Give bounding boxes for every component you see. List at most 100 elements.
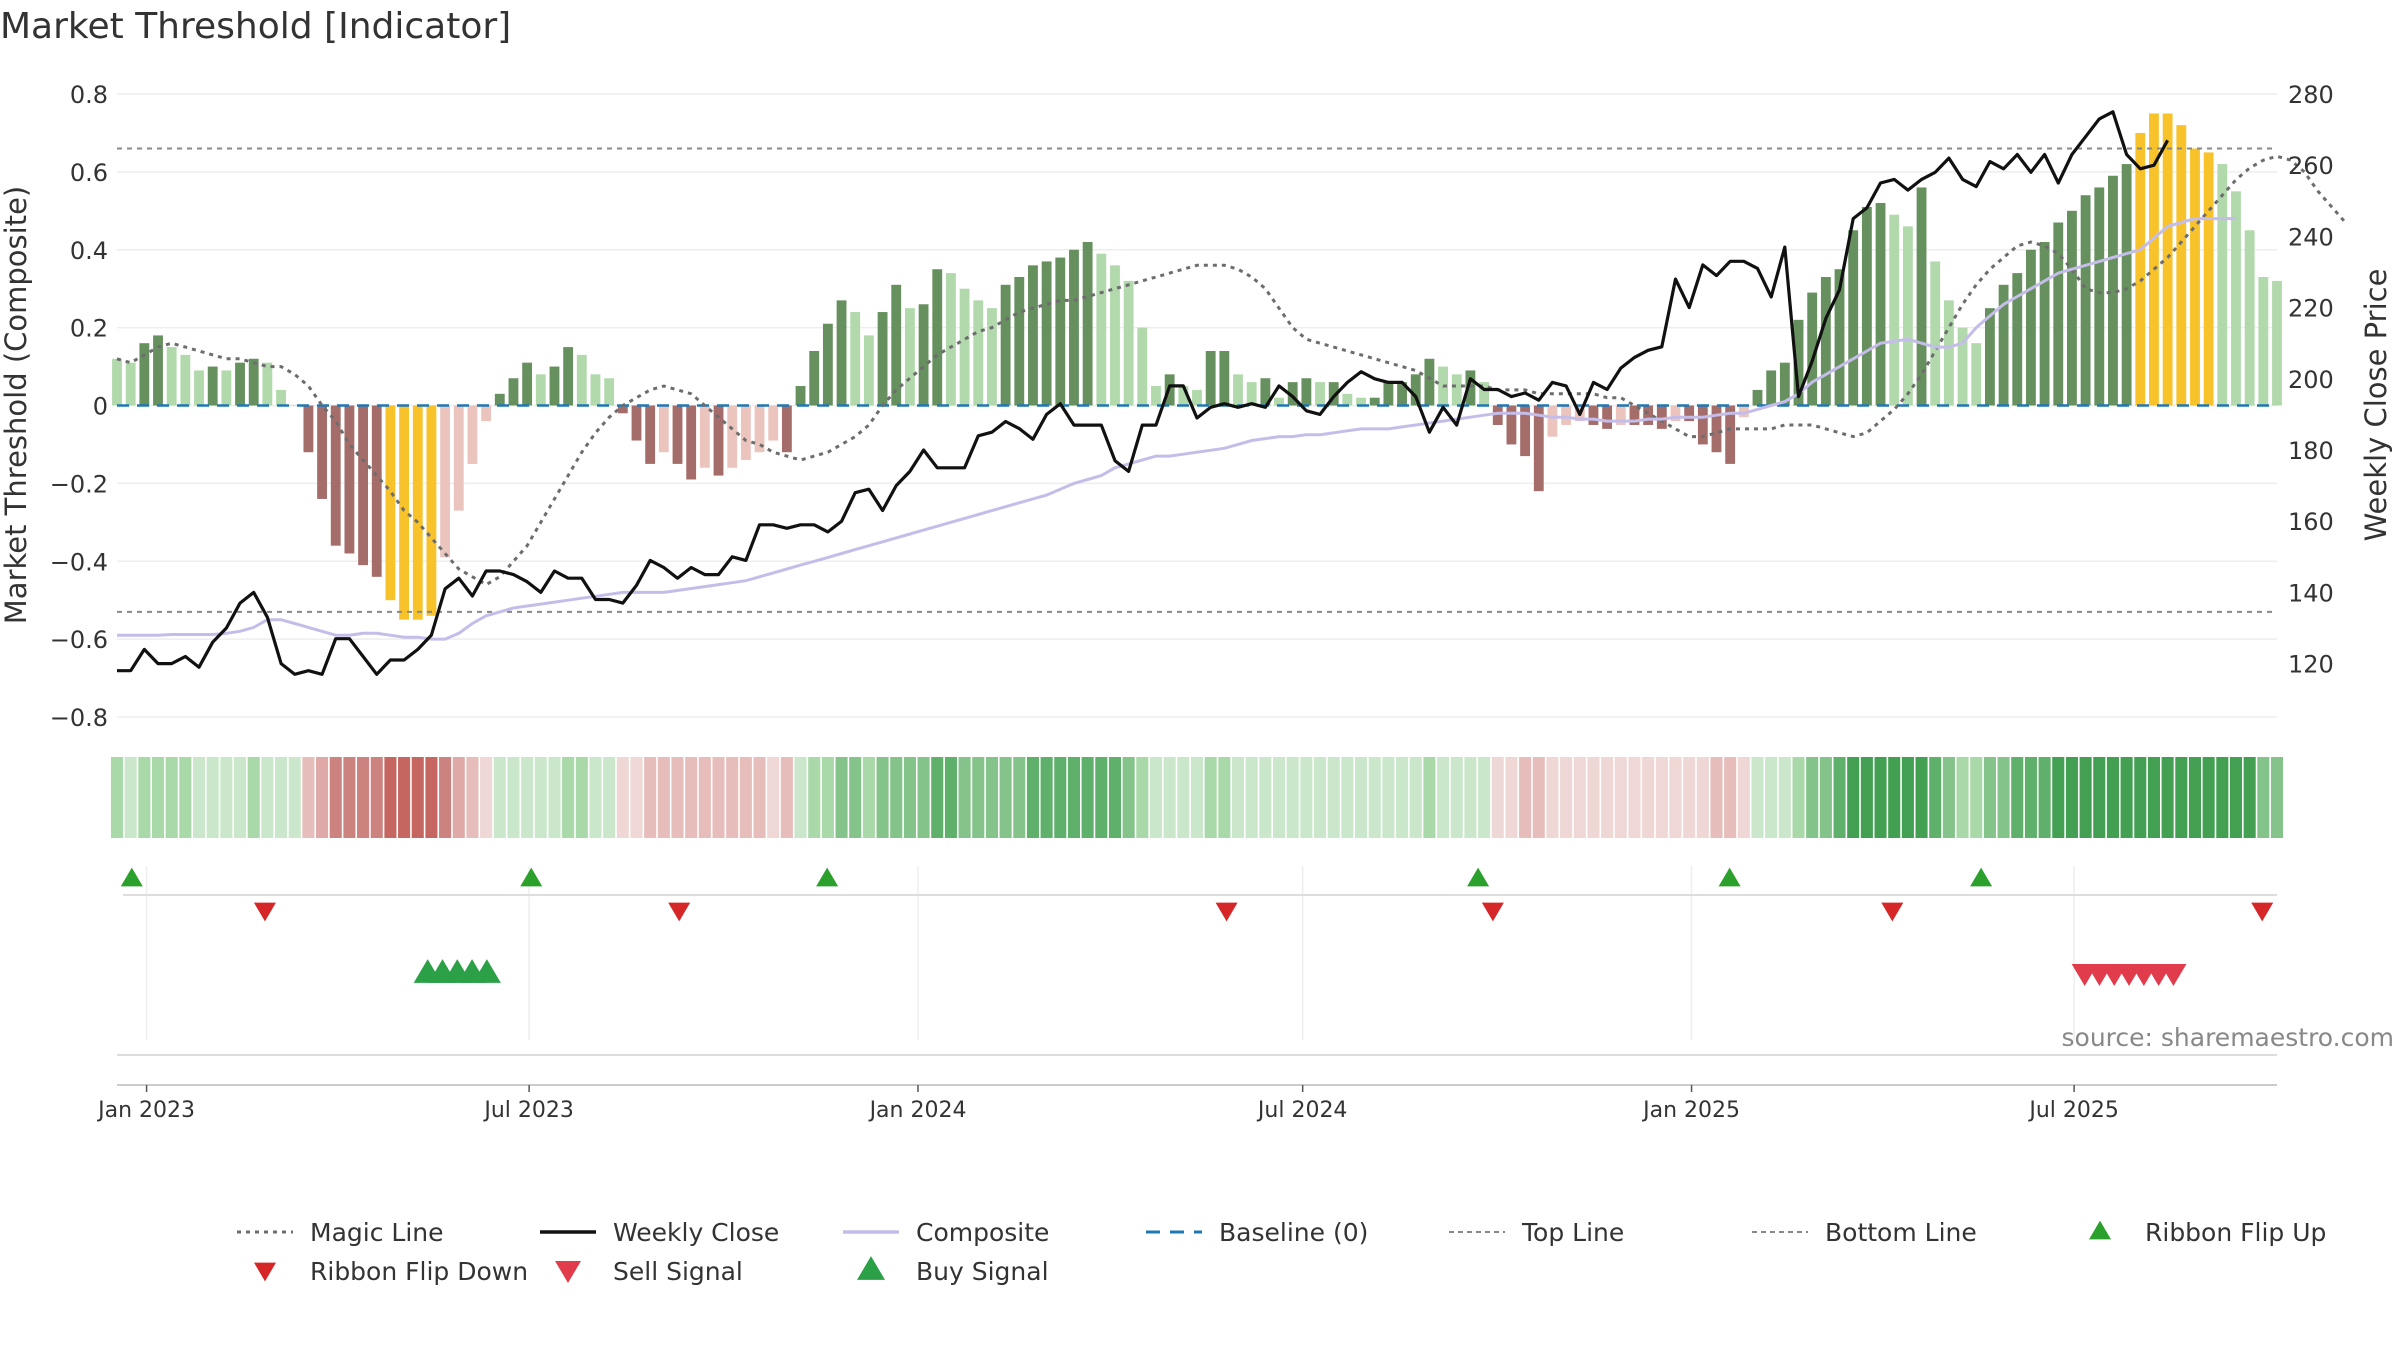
histogram-bar xyxy=(727,405,738,468)
histogram-bar xyxy=(1260,378,1271,406)
histogram-bar xyxy=(153,335,163,406)
ribbon-cell xyxy=(1505,757,1518,838)
ribbon-flip-up-marker xyxy=(520,867,543,887)
histogram-bar xyxy=(330,405,341,546)
histogram-bar xyxy=(946,273,956,406)
histogram-bar xyxy=(1383,382,1394,406)
histogram-bar xyxy=(672,405,683,464)
histogram-bar xyxy=(535,374,546,406)
left-tick-label: 0 xyxy=(93,393,108,421)
ribbon-cell xyxy=(151,757,165,838)
histogram-bar xyxy=(2176,125,2187,406)
legend-item: Composite xyxy=(843,1218,1049,1247)
ribbon-cell xyxy=(1491,757,1504,838)
histogram-bar xyxy=(1561,405,1572,425)
histogram-bar xyxy=(740,405,751,461)
histogram-bar xyxy=(1656,405,1667,429)
histogram-bar xyxy=(467,405,478,464)
histogram-bar xyxy=(1274,397,1284,406)
histogram-bar xyxy=(1957,327,1968,406)
ribbon-cell xyxy=(1272,757,1286,838)
ribbon-cell xyxy=(1341,757,1354,838)
histogram-bar xyxy=(1342,393,1353,406)
histogram-bar xyxy=(590,374,601,406)
legend-swatch xyxy=(254,1262,276,1282)
histogram-bar xyxy=(1082,241,1093,406)
ribbon-cell xyxy=(903,757,916,838)
ribbon-cell xyxy=(712,757,725,838)
histogram-bar xyxy=(399,405,410,620)
ribbon-cell xyxy=(794,757,807,838)
histogram-bars xyxy=(112,113,2282,620)
ribbon-cell xyxy=(466,757,479,838)
histogram-bar xyxy=(2121,164,2132,406)
ribbon-cell xyxy=(1095,757,1108,838)
legend-item: Buy Signal xyxy=(857,1256,1049,1286)
ribbon-flip-down-marker xyxy=(253,902,276,922)
histogram-bar xyxy=(1219,350,1230,406)
histogram-bar xyxy=(1506,405,1517,445)
ribbon-cell xyxy=(138,757,151,838)
histogram-bar xyxy=(426,405,437,616)
legend: Magic Line Weekly Close Composite Baseline … xyxy=(237,1218,2326,1286)
ribbon-cell xyxy=(179,757,192,838)
ribbon-cell xyxy=(1314,757,1327,838)
ribbon-cell xyxy=(2243,757,2256,838)
ribbon-cell xyxy=(2134,757,2147,838)
left-tick-label: −0.8 xyxy=(50,704,108,732)
ribbon-flip-up-marker xyxy=(1467,867,1490,887)
ribbon-cell xyxy=(1683,757,1696,838)
histogram-bar xyxy=(2108,175,2118,406)
ribbon-cell xyxy=(958,757,971,838)
ribbon-cell xyxy=(2161,757,2174,838)
ribbon-cell xyxy=(1327,757,1340,838)
ribbon-cell xyxy=(575,757,588,838)
histogram-bar xyxy=(631,405,642,441)
histogram-bar xyxy=(959,288,970,406)
histogram-bar xyxy=(276,389,286,406)
ribbon-cell xyxy=(302,757,315,838)
histogram-bar xyxy=(440,405,451,558)
histogram-bar xyxy=(1000,284,1011,406)
ribbon-cell xyxy=(1286,757,1299,838)
ribbon-cell xyxy=(1792,757,1805,838)
ribbon-cell xyxy=(1819,757,1832,838)
ribbon-cell xyxy=(2188,757,2202,838)
histogram-bar xyxy=(904,308,915,406)
signal-panel xyxy=(117,866,2277,1086)
right-tick-label: 240 xyxy=(2288,223,2334,251)
right-axis-ticks: 280 260 240 220 200 180 160 140 120 xyxy=(2288,81,2334,679)
histogram-bar xyxy=(207,366,218,406)
legend-swatch xyxy=(2089,1220,2111,1240)
histogram-bar xyxy=(1151,386,1161,406)
legend-item: Weekly Close xyxy=(540,1218,779,1247)
histogram-bar xyxy=(1902,226,1913,406)
left-axis-title: Market Threshold (Composite) xyxy=(0,186,33,624)
ribbon-cell xyxy=(261,757,274,838)
histogram-bar xyxy=(1602,405,1613,429)
histogram-bar xyxy=(1315,382,1325,406)
histogram-bar xyxy=(1410,374,1421,406)
ribbon-cell xyxy=(780,757,793,838)
ribbon-cell xyxy=(644,757,657,838)
histogram-bar xyxy=(1055,257,1066,406)
ribbon-cell xyxy=(1587,757,1600,838)
ribbon-cell xyxy=(329,757,342,838)
buy-signal-marker xyxy=(472,959,501,983)
ribbon-cell xyxy=(1997,757,2010,838)
ribbon-flip-down-marker xyxy=(2251,902,2274,922)
histogram-bar xyxy=(1820,277,1831,406)
ribbon-cell xyxy=(1040,757,1053,838)
ribbon-cell xyxy=(2147,757,2160,838)
ribbon-flip-up-marker xyxy=(1718,867,1741,887)
right-axis-title: Weekly Close Price xyxy=(2359,269,2393,542)
right-tick-label: 160 xyxy=(2288,508,2334,536)
histogram-bar xyxy=(494,393,505,406)
histogram-bar xyxy=(768,405,779,441)
histogram-bar xyxy=(1861,206,1872,406)
ribbon-cell xyxy=(1532,757,1545,838)
histogram-bar xyxy=(549,366,560,406)
histogram-bar xyxy=(1369,397,1380,406)
histogram-bar xyxy=(2053,222,2064,406)
ribbon-cell xyxy=(548,757,561,838)
